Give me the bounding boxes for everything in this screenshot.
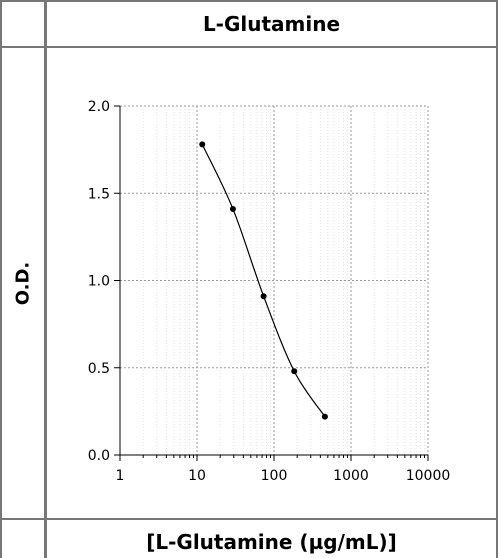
ticks: 1 10 100 1000 10000 0.0 0.5 1.0 1.5 2.0: [88, 99, 451, 484]
border-top: [0, 0, 498, 2]
footer-divider: [0, 518, 498, 520]
border-right: [496, 0, 498, 558]
x-tick-label: 100: [261, 468, 288, 484]
column-divider: [44, 0, 47, 558]
x-tick-label: 1000: [333, 468, 369, 484]
y-tick-label: 1.5: [88, 186, 110, 202]
data-point: [260, 293, 267, 300]
header-divider: [0, 46, 498, 48]
chart-title: L-Glutamine: [202, 12, 341, 36]
y-tick-label: 0.5: [88, 361, 110, 377]
major-gridlines: [120, 105, 429, 455]
y-tick-label: 2.0: [88, 99, 110, 115]
data-points: [199, 141, 328, 420]
data-point: [229, 205, 236, 212]
x-tick-label: 10000: [406, 468, 451, 484]
data-point: [199, 141, 206, 148]
y-tick-label: 1.0: [88, 274, 110, 290]
x-tick-label: 10: [188, 468, 206, 484]
x-tick-label: 1: [116, 468, 125, 484]
border-left: [0, 0, 2, 558]
y-tick-label: 0.0: [88, 448, 110, 464]
data-point: [291, 368, 298, 375]
x-axis-label: [L-Glutamine (µg/mL)]: [146, 529, 397, 554]
data-point: [321, 413, 328, 420]
